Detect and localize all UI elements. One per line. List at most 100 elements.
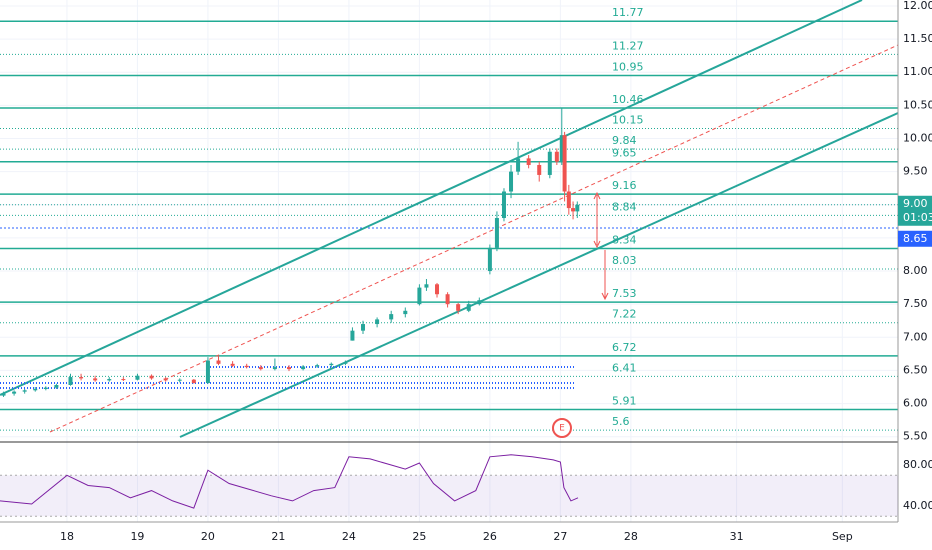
x-tick-label: 20 [201, 530, 215, 543]
channel-lower [179, 112, 899, 438]
level-label: 11.77 [612, 6, 644, 19]
rsi-line [0, 454, 579, 509]
candle-body [1, 393, 6, 396]
rsi-pane: 80.00 40.00 [0, 454, 932, 517]
candle-body [329, 363, 334, 366]
level-label: 9.65 [612, 147, 637, 160]
candle-body [93, 378, 98, 381]
y-tick-label: 12.00 [903, 0, 932, 12]
grid [0, 0, 898, 522]
candle-body [537, 165, 542, 175]
candle-body [205, 360, 210, 384]
level-label: 7.53 [612, 287, 637, 300]
y-tick-label: 10.00 [903, 131, 932, 144]
level-label: 10.46 [612, 93, 644, 106]
level-label: 9.84 [612, 134, 637, 147]
candle-body [68, 377, 73, 386]
y-tick-label: 7.00 [903, 330, 928, 343]
levels: 11.77 11.27 10.95 10.46 10.15 9.849.65 9.16 8.8… [0, 6, 898, 431]
candle-body [547, 151, 552, 175]
y-tick-label: 6.50 [903, 363, 928, 376]
level-label: 10.15 [612, 114, 644, 127]
x-tick-label: 31 [730, 530, 744, 543]
candle-body [315, 365, 320, 367]
candle-body [571, 208, 576, 212]
candle-body [135, 375, 140, 380]
rsi-tick-label: 80.00 [903, 458, 932, 471]
candle-body [466, 304, 471, 311]
y-tick-label: 5.50 [903, 430, 928, 443]
level-label: 11.27 [612, 39, 644, 52]
candle-body [149, 375, 154, 379]
candle-body [286, 367, 291, 370]
candle-body [244, 365, 249, 368]
candle-body [12, 391, 17, 394]
arrow-head [601, 292, 609, 301]
candle-body [389, 314, 394, 320]
channel-upper [0, 0, 863, 396]
y-tick-label: 11.50 [903, 32, 932, 45]
x-tick-label: 19 [130, 530, 144, 543]
candle-body [509, 171, 514, 192]
x-tick-label: 26 [483, 530, 497, 543]
candle-body [424, 284, 429, 288]
candle-body [121, 379, 126, 381]
candle-body [456, 304, 461, 311]
level-label: 8.03 [612, 254, 637, 267]
candle-body [559, 135, 564, 162]
y-tick-label: 10.50 [903, 98, 932, 111]
candle-body [343, 362, 348, 364]
candle-body [516, 158, 521, 172]
last-price-box [898, 195, 932, 226]
level-label: 5.91 [612, 395, 637, 408]
level-label: 8.34 [612, 234, 637, 247]
y-tick-label: 8.00 [903, 264, 928, 277]
event-label: E [559, 424, 565, 434]
candle-body [494, 218, 499, 248]
candle-body [107, 379, 112, 381]
candle-body [350, 330, 355, 341]
x-tick-label: Sep [832, 530, 853, 543]
candle-body [216, 360, 221, 364]
candle-body [33, 388, 38, 391]
candle-body [435, 284, 440, 295]
rsi-tick-label: 40.00 [903, 499, 932, 512]
level-label: 7.22 [612, 308, 637, 321]
x-tick-label: 27 [553, 530, 567, 543]
candle-body [566, 191, 571, 209]
x-tick-label: 25 [412, 530, 426, 543]
candle-body [258, 367, 263, 370]
candle-body [445, 294, 450, 305]
candle-body [526, 158, 531, 166]
level-label: 6.72 [612, 341, 637, 354]
x-tick-label: 28 [624, 530, 638, 543]
arrow-head [593, 191, 601, 249]
candles [1, 108, 580, 397]
level-label: 6.41 [612, 361, 637, 374]
axes: 12.0011.5011.0010.5010.009.509.008.508.0… [60, 0, 932, 543]
y-tick-label: 9.50 [903, 165, 928, 178]
candle-body [54, 385, 59, 388]
candle-body [301, 366, 306, 370]
candle-body [79, 377, 84, 379]
candle-body [501, 191, 506, 219]
x-tick-label: 18 [60, 530, 74, 543]
candle-body [191, 379, 196, 384]
x-tick-label: 21 [271, 530, 285, 543]
level-label: 8.84 [612, 200, 637, 213]
marker-price-label: 8.65 [903, 232, 928, 245]
marker-price-box [898, 230, 932, 247]
candle-body [575, 204, 580, 212]
candle-body [417, 287, 422, 305]
level-label: 10.95 [612, 61, 644, 74]
y-tick-label: 6.00 [903, 397, 928, 410]
candle-body [361, 324, 366, 331]
countdown: 01:03 [903, 211, 932, 224]
x-tick-label: 24 [342, 530, 356, 543]
level-label: 9.16 [612, 179, 637, 192]
candle-body [403, 310, 408, 315]
candle-body [163, 378, 168, 381]
candle-body [375, 319, 380, 325]
